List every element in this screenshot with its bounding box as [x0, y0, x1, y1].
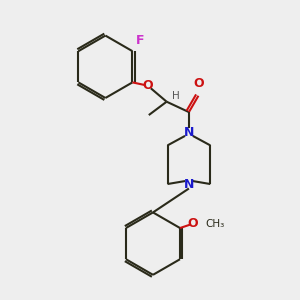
- Text: F: F: [135, 34, 144, 47]
- Text: O: O: [142, 79, 153, 92]
- Text: N: N: [184, 126, 194, 140]
- Text: O: O: [193, 77, 204, 90]
- Text: CH₃: CH₃: [205, 219, 224, 229]
- Text: N: N: [184, 178, 194, 190]
- Text: O: O: [187, 217, 198, 230]
- Text: H: H: [172, 92, 180, 101]
